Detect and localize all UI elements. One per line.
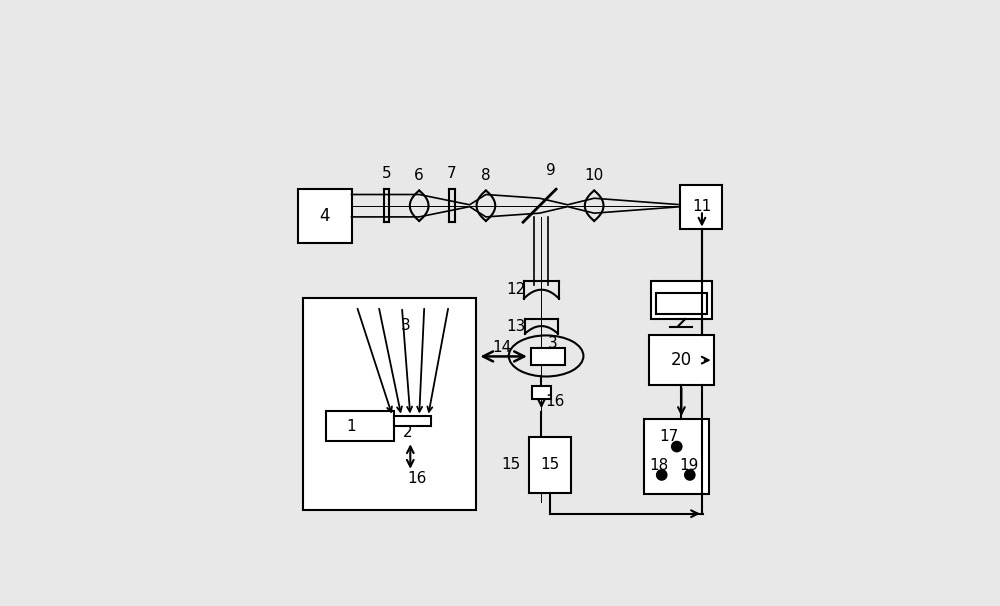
Text: 16: 16 <box>546 394 565 409</box>
FancyBboxPatch shape <box>303 298 476 510</box>
FancyBboxPatch shape <box>394 416 431 425</box>
Text: 12: 12 <box>506 282 525 297</box>
Text: 9: 9 <box>546 163 556 178</box>
Text: 14: 14 <box>492 340 511 355</box>
FancyBboxPatch shape <box>531 348 565 365</box>
FancyBboxPatch shape <box>649 335 714 385</box>
FancyBboxPatch shape <box>529 437 571 493</box>
FancyBboxPatch shape <box>532 386 551 399</box>
Text: 10: 10 <box>585 168 604 183</box>
FancyBboxPatch shape <box>680 185 722 229</box>
Text: 18: 18 <box>649 458 668 473</box>
Text: 3: 3 <box>548 336 558 351</box>
Text: 15: 15 <box>501 457 521 472</box>
FancyBboxPatch shape <box>326 411 394 441</box>
Circle shape <box>685 470 695 480</box>
FancyBboxPatch shape <box>656 293 707 315</box>
Text: 16: 16 <box>408 471 427 486</box>
Text: 3: 3 <box>401 318 411 333</box>
Text: 15: 15 <box>540 457 559 472</box>
Text: 6: 6 <box>414 168 424 183</box>
Text: 5: 5 <box>382 167 391 181</box>
Text: 17: 17 <box>659 430 679 444</box>
Text: 4: 4 <box>319 207 330 225</box>
Text: 8: 8 <box>481 168 491 183</box>
Text: 20: 20 <box>671 351 692 369</box>
Text: 13: 13 <box>506 319 525 333</box>
Circle shape <box>657 470 667 480</box>
FancyBboxPatch shape <box>644 419 709 494</box>
FancyBboxPatch shape <box>651 281 712 319</box>
Text: 7: 7 <box>447 167 457 181</box>
Text: 1: 1 <box>347 419 356 434</box>
Text: 11: 11 <box>692 199 711 215</box>
Text: 2: 2 <box>403 425 413 441</box>
Circle shape <box>672 441 682 451</box>
FancyBboxPatch shape <box>298 189 352 243</box>
Text: 19: 19 <box>679 458 698 473</box>
